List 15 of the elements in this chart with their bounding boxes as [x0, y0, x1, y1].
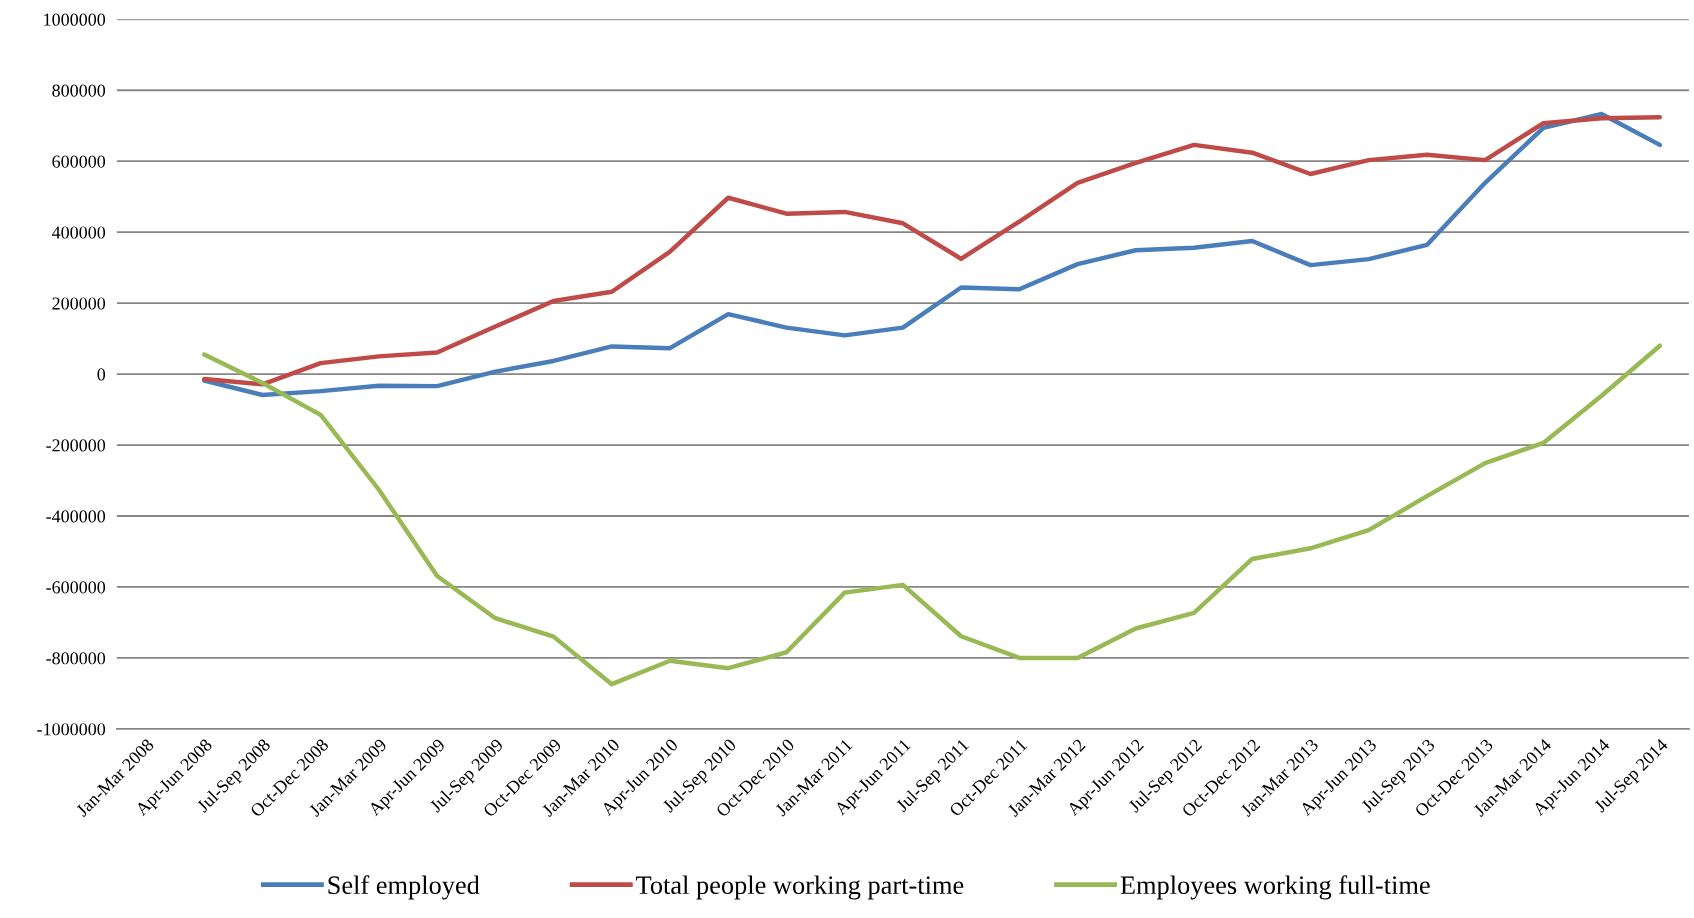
y-tick-label: 600000: [52, 155, 106, 168]
line-series: [202, 343, 1663, 687]
y-tick-label: 1000000: [44, 13, 106, 26]
y-tick-label: 200000: [52, 297, 106, 310]
legend-label: Total people working part-time: [636, 875, 964, 900]
y-tick-label: 800000: [52, 84, 106, 97]
y-tick-label: 400000: [51, 226, 106, 239]
y-tick-label: -1000000: [37, 723, 106, 736]
y-tick-label: 0: [97, 368, 106, 381]
y-tick-label: -400000: [46, 510, 106, 523]
y-tick-label: -600000: [46, 581, 106, 594]
legend-label: Employees working full-time: [1120, 875, 1430, 900]
y-tick-label: -800000: [46, 652, 106, 665]
y-tick-label: -200000: [46, 439, 106, 452]
legend-label: Self employed: [328, 875, 480, 900]
